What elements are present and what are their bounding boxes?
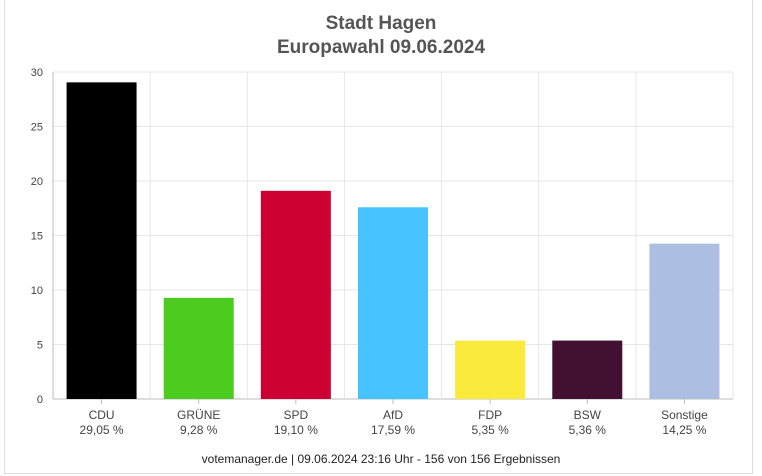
bar-afd (358, 207, 428, 399)
bar-bsw (552, 340, 623, 399)
value-label: 29,05 % (80, 423, 124, 437)
value-label: 5,36 % (569, 423, 607, 437)
x-tick-label: SPD (284, 408, 309, 422)
value-label: 9,28 % (180, 423, 218, 437)
y-tick-label: 30 (31, 67, 43, 79)
x-tick-label: CDU (89, 408, 115, 422)
bar-grüne (163, 297, 234, 399)
bar-cdu (66, 82, 137, 399)
x-tick-label: GRÜNE (177, 408, 220, 422)
y-tick-label: 0 (37, 394, 43, 406)
x-tick-label: BSW (574, 408, 602, 422)
y-tick-label: 10 (31, 285, 43, 297)
bar-sonstige (649, 243, 720, 399)
x-tick-label: Sonstige (661, 408, 708, 422)
footer-source: votemanager.de | 09.06.2024 23:16 Uhr - … (201, 452, 561, 466)
value-label: 14,25 % (662, 423, 706, 437)
bar-spd (260, 190, 331, 399)
value-label: 19,10 % (274, 423, 318, 437)
x-tick-label: AfD (383, 408, 403, 422)
value-label: 5,35 % (471, 423, 509, 437)
value-label: 17,59 % (371, 423, 415, 437)
chart-title: Stadt Hagen (325, 13, 437, 34)
y-tick-label: 15 (31, 231, 43, 243)
chart-subtitle: Europawahl 09.06.2024 (276, 37, 486, 58)
x-tick-label: FDP (478, 408, 502, 422)
y-tick-label: 20 (31, 176, 43, 188)
y-tick-label: 5 (37, 340, 43, 352)
bar-fdp (455, 340, 526, 399)
y-tick-label: 25 (31, 122, 43, 134)
